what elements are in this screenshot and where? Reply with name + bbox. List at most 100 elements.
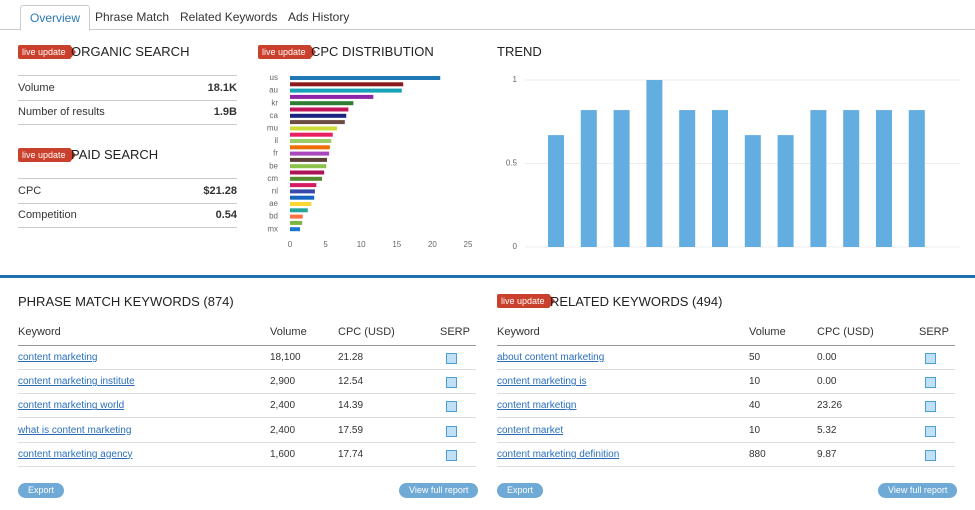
bar	[777, 135, 794, 247]
bar	[290, 94, 374, 99]
divider	[18, 203, 237, 204]
section-title: PHRASE MATCH KEYWORDS (874)	[18, 294, 234, 309]
section-title: ORGANIC SEARCH	[71, 44, 190, 59]
y-tick-label: nl	[272, 187, 278, 196]
divider	[18, 369, 476, 370]
serp-icon[interactable]	[446, 425, 457, 437]
y-tick-label: fr	[273, 149, 278, 158]
metric-label: Volume	[18, 82, 55, 94]
divider	[18, 75, 237, 76]
cpc-chart: 0 5 10 15 20 25 us au kr ca mu il fr be cm nl ae bd mx	[267, 73, 473, 249]
bar	[290, 107, 349, 112]
divider	[497, 465, 955, 467]
y-tick-label: be	[269, 161, 278, 170]
metric-label: Competition	[18, 209, 77, 221]
keyword-link[interactable]: content marketing is	[497, 376, 587, 388]
cpc: 0.00	[817, 352, 837, 363]
keyword-link[interactable]: content marketing definition	[497, 448, 620, 460]
metric-value: 0.54	[215, 209, 237, 221]
serp-icon[interactable]	[925, 377, 936, 389]
bar	[290, 176, 323, 181]
bar	[580, 110, 597, 247]
bar	[290, 227, 300, 232]
volume: 2,400	[270, 400, 296, 412]
divider	[18, 178, 237, 179]
y-tick-label: 1	[513, 75, 518, 84]
column-header: CPC (USD)	[338, 326, 395, 338]
live-badge: live update	[18, 148, 76, 162]
divider	[18, 465, 476, 467]
bar	[712, 110, 728, 247]
serp-icon[interactable]	[925, 425, 936, 437]
export-button[interactable]: Export	[18, 483, 65, 498]
bar	[290, 126, 337, 131]
serp-icon[interactable]	[446, 353, 457, 364]
tab-border	[0, 29, 975, 30]
tab[interactable]: Overview	[20, 5, 91, 31]
trend-chart: 00.51	[506, 75, 960, 251]
y-tick-label: mu	[267, 124, 278, 133]
serp-icon[interactable]	[446, 449, 457, 461]
bar	[290, 101, 354, 106]
export-button[interactable]: Export	[497, 483, 544, 498]
y-tick-label: kr	[271, 98, 278, 107]
keyword-link[interactable]: content marketing world	[18, 400, 125, 412]
volume: 880	[749, 448, 766, 460]
bar	[290, 157, 328, 162]
bar	[744, 135, 761, 247]
section-divider	[0, 275, 975, 278]
bar	[290, 170, 325, 175]
column-header: SERP	[919, 326, 949, 338]
keyword-link[interactable]: content marketing	[18, 352, 98, 363]
x-tick-label: 20	[428, 240, 437, 249]
bar	[290, 132, 333, 137]
metric-label: Number of results	[18, 106, 105, 118]
cpc: 17.74	[338, 448, 364, 460]
full-report-button[interactable]: View full report	[399, 483, 479, 498]
tab[interactable]: Phrase Match	[95, 10, 170, 24]
keyword-link[interactable]: about content marketing	[497, 352, 605, 363]
divider	[497, 393, 955, 395]
cpc: 0.00	[817, 376, 837, 388]
column-header: Keyword	[497, 326, 540, 338]
divider	[497, 441, 955, 443]
full-report-button[interactable]: View full report	[878, 483, 958, 498]
divider	[497, 369, 955, 370]
volume: 10	[749, 424, 761, 436]
keyword-link[interactable]: content marketing institute	[18, 376, 135, 388]
bar	[290, 145, 330, 150]
bar	[290, 88, 402, 93]
serp-icon[interactable]	[925, 449, 936, 461]
y-tick-label: cm	[267, 174, 278, 183]
keyword-link[interactable]: what is content marketing	[18, 424, 132, 436]
cpc: 21.28	[338, 352, 364, 363]
bar	[290, 208, 308, 213]
section-title: RELATED KEYWORDS (494)	[550, 294, 723, 309]
y-tick-label: 0	[513, 242, 518, 251]
y-tick-label: us	[270, 73, 278, 82]
y-tick-label: mx	[267, 224, 278, 233]
keyword-link[interactable]: content market	[497, 424, 564, 436]
keyword-link[interactable]: content marketing agency	[18, 448, 133, 460]
serp-icon[interactable]	[446, 401, 457, 413]
chart-title: CPC DISTRIBUTION	[311, 44, 434, 59]
metric-value: 1.9B	[213, 106, 237, 118]
divider	[18, 393, 476, 395]
bar	[290, 120, 345, 125]
divider	[18, 227, 237, 228]
y-tick-label: 0.5	[506, 159, 518, 168]
x-tick-label: 10	[357, 240, 366, 249]
bar	[290, 139, 332, 143]
tab[interactable]: Related Keywords	[180, 10, 278, 24]
bar	[810, 110, 827, 247]
serp-icon[interactable]	[925, 353, 936, 364]
bar	[290, 76, 441, 80]
column-header: CPC (USD)	[817, 326, 874, 338]
tab[interactable]: Ads History	[288, 10, 350, 24]
column-header: SERP	[440, 326, 470, 338]
keyword-link[interactable]: content marketign	[497, 400, 577, 412]
divider	[18, 345, 476, 346]
serp-icon[interactable]	[446, 377, 457, 389]
serp-icon[interactable]	[925, 401, 936, 413]
live-badge: live update	[258, 45, 316, 59]
